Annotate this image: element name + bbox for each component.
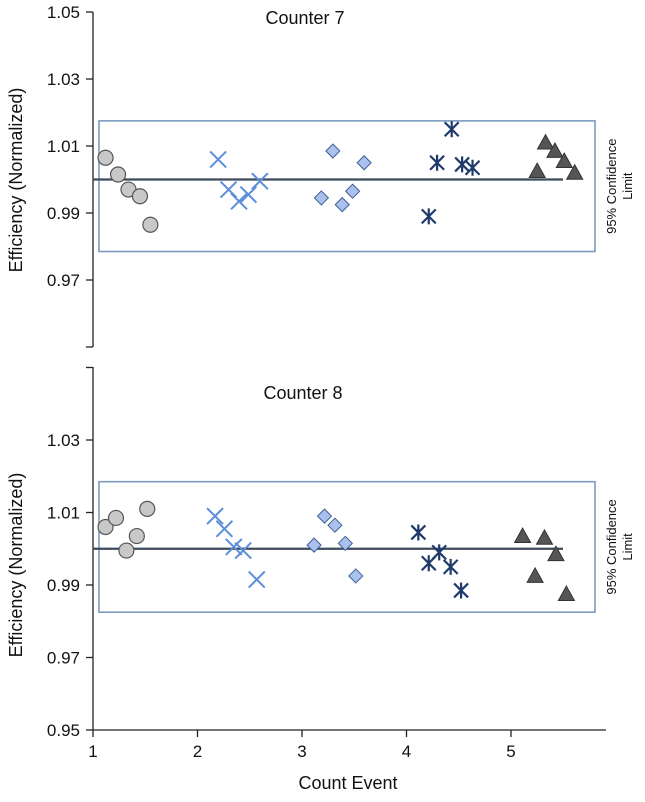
data-point-asterisk bbox=[442, 558, 459, 575]
data-point-circle bbox=[128, 527, 145, 545]
data-point-asterisk bbox=[431, 544, 447, 561]
data-point-circle bbox=[107, 509, 125, 527]
ci-label-line1: 95% Confidence bbox=[604, 499, 619, 594]
data-point-diamond bbox=[337, 535, 354, 552]
data-point-triangle bbox=[547, 545, 565, 562]
data-point-asterisk bbox=[464, 159, 481, 176]
y-tick-label: 0.97 bbox=[47, 271, 80, 290]
data-point-circle bbox=[131, 188, 149, 205]
data-point-triangle bbox=[565, 163, 584, 180]
data-point-circle bbox=[118, 542, 135, 559]
y-tick-label: 1.01 bbox=[47, 137, 80, 156]
x-tick-label: 3 bbox=[297, 742, 306, 761]
data-point-diamond bbox=[344, 183, 361, 199]
data-point-x bbox=[234, 541, 252, 560]
data-point-circle bbox=[142, 216, 159, 233]
y-axis-title: Efficiency (Normalized) bbox=[6, 88, 26, 273]
x-tick-label: 1 bbox=[88, 742, 97, 761]
data-point-x bbox=[209, 150, 227, 169]
data-point-asterisk bbox=[453, 582, 469, 599]
data-point-triangle bbox=[546, 141, 564, 158]
x-tick-label: 4 bbox=[402, 742, 411, 761]
ci-label-line1: 95% Confidence bbox=[604, 138, 619, 233]
data-point-asterisk bbox=[410, 524, 427, 541]
data-point-circle bbox=[139, 500, 156, 517]
data-point-x bbox=[248, 570, 266, 589]
y-tick-label: 0.99 bbox=[47, 576, 80, 595]
data-point-diamond bbox=[348, 568, 364, 584]
data-point-diamond bbox=[313, 190, 330, 206]
x-axis: 1 2 3 4 5 Count Event bbox=[88, 729, 606, 793]
data-point-asterisk bbox=[443, 121, 460, 138]
data-point-diamond bbox=[327, 517, 343, 533]
data-point-triangle bbox=[535, 528, 554, 545]
data-point-circle bbox=[97, 518, 114, 536]
x-tick-label: 5 bbox=[506, 742, 515, 761]
y-tick-label: 0.99 bbox=[47, 204, 80, 223]
data-point-x bbox=[215, 520, 234, 538]
data-point-triangle bbox=[536, 133, 555, 150]
y-tick-label: 0.97 bbox=[47, 649, 80, 668]
data-point-triangle bbox=[513, 527, 532, 543]
data-point-asterisk bbox=[454, 156, 470, 173]
y-tick-label: 1.03 bbox=[47, 70, 80, 89]
data-point-x bbox=[206, 507, 224, 525]
data-point-circle bbox=[97, 149, 114, 166]
data-point-asterisk bbox=[429, 154, 445, 171]
data-point-diamond bbox=[325, 143, 341, 159]
y-tick-label: 1.01 bbox=[47, 504, 80, 523]
panel-title: Counter 7 bbox=[265, 8, 344, 28]
data-point-x bbox=[230, 192, 248, 210]
x-axis-title: Count Event bbox=[298, 773, 397, 793]
data-point-x bbox=[239, 185, 258, 204]
data-point-triangle bbox=[526, 566, 544, 583]
y-tick-label: 1.05 bbox=[47, 3, 80, 22]
ci-label-line2: Limit bbox=[620, 533, 635, 561]
y-axis-title: Efficiency (Normalized) bbox=[6, 473, 26, 658]
panel-title: Counter 8 bbox=[263, 383, 342, 403]
y-tick-label: 1.03 bbox=[47, 431, 80, 450]
ci-label-line2: Limit bbox=[620, 172, 635, 200]
data-point-diamond bbox=[334, 196, 350, 213]
data-point-triangle bbox=[557, 585, 576, 601]
data-point-diamond bbox=[306, 537, 322, 553]
data-point-diamond bbox=[356, 155, 372, 171]
data-point-asterisk bbox=[420, 208, 437, 225]
data-point-x bbox=[251, 172, 269, 190]
data-point-x bbox=[225, 538, 243, 556]
y-tick-label: 0.95 bbox=[47, 721, 80, 740]
data-point-triangle bbox=[555, 152, 574, 168]
data-point-circle bbox=[109, 166, 127, 183]
panel-counter-8: 1.03 1.01 0.99 0.97 0.95 Efficiency (Normaliz… bbox=[6, 366, 635, 740]
panel-counter-7: 1.05 1.03 1.01 0.99 0.97 Efficiency (Normaliz… bbox=[6, 3, 635, 348]
x-tick-label: 2 bbox=[193, 742, 202, 761]
confidence-box bbox=[98, 480, 596, 613]
confidence-box bbox=[98, 120, 596, 253]
data-point-triangle bbox=[528, 162, 547, 179]
data-point-diamond bbox=[316, 508, 333, 524]
